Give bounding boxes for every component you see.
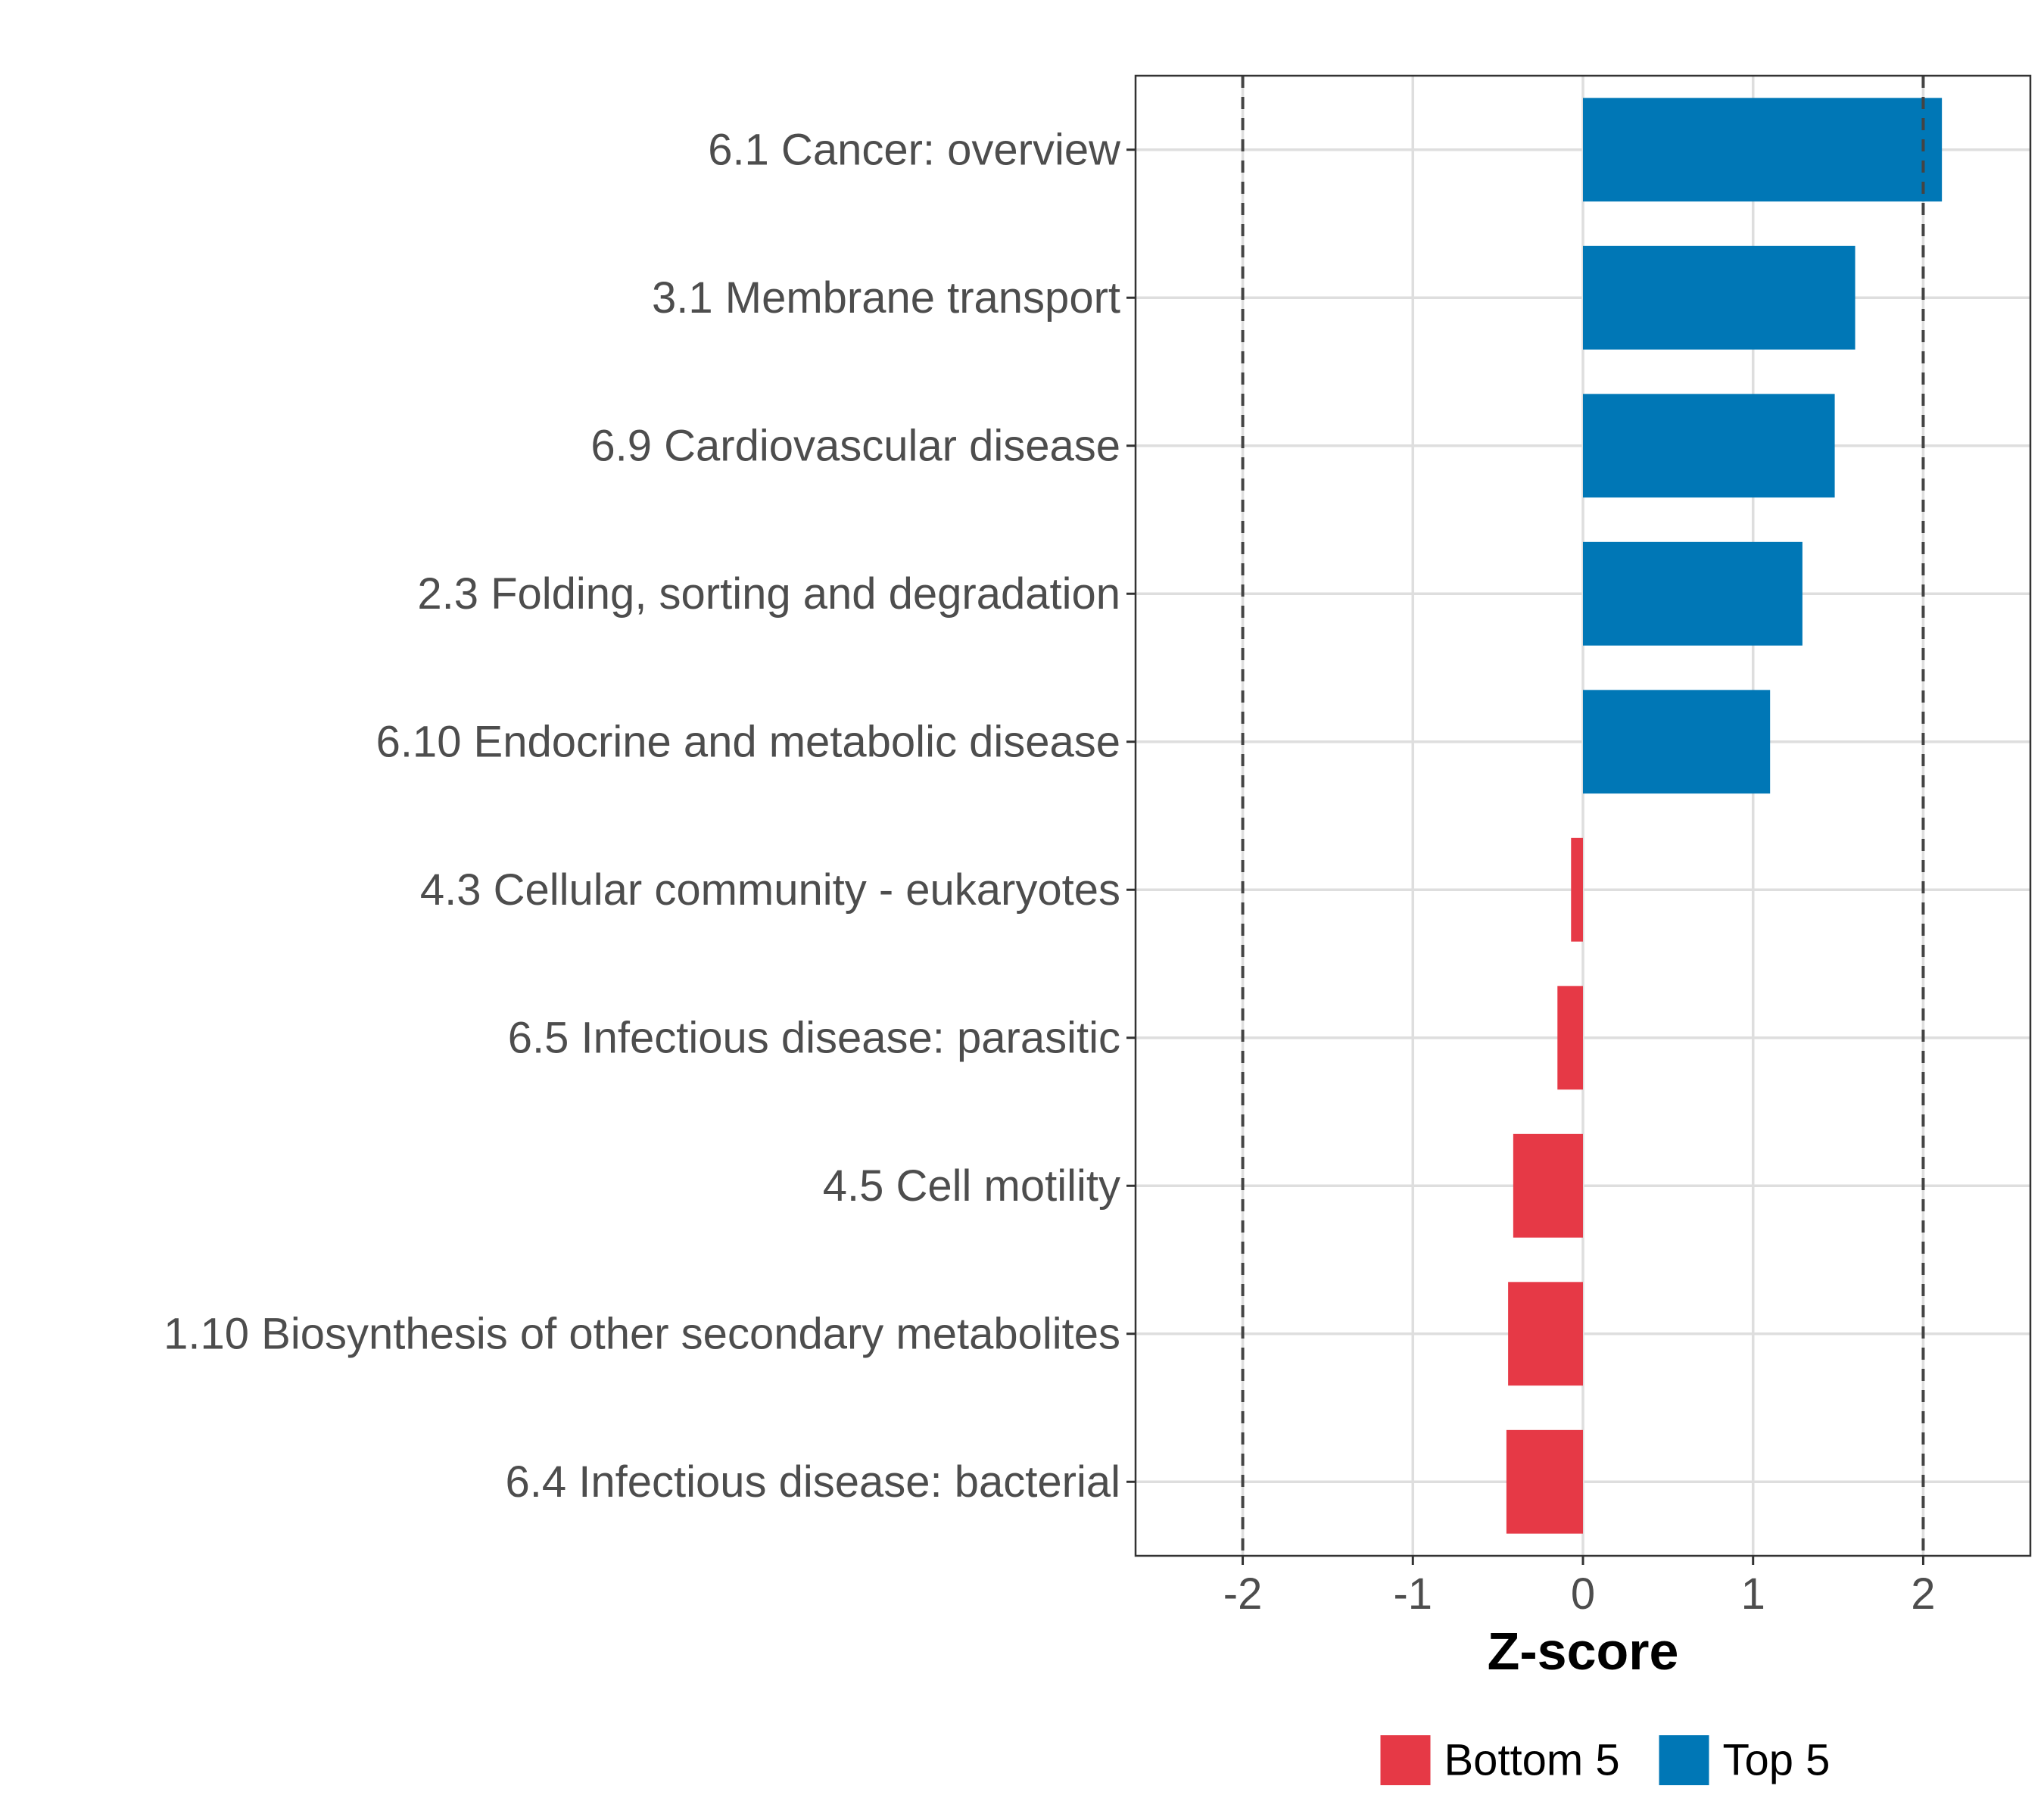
bar-10 [1506, 1429, 1583, 1534]
category-label: 4.5 Cell motility [823, 1161, 1120, 1211]
bar-8 [1513, 1133, 1583, 1238]
category-label: 6.4 Infectious disease: bacterial [506, 1457, 1120, 1507]
bar-3 [1583, 394, 1835, 498]
x-axis-ticks: -2 -1 0 1 2 [1223, 1556, 1936, 1619]
legend-key [1380, 1735, 1431, 1785]
legend-key [1659, 1735, 1709, 1785]
category-label: 6.9 Cardiovascular disease [590, 421, 1120, 470]
x-tick-label: 2 [1911, 1569, 1935, 1619]
x-tick-label: -2 [1223, 1569, 1263, 1619]
bars [1506, 98, 1943, 1534]
bar-9 [1508, 1282, 1583, 1386]
category-label: 2.3 Folding, sorting and degradation [417, 569, 1120, 619]
category-label: 3.1 Membrane transport [652, 273, 1120, 323]
category-label: 6.10 Endocrine and metabolic disease [376, 717, 1120, 766]
category-label: 6.5 Infectious disease: parasitic [508, 1013, 1120, 1062]
bar-2 [1583, 245, 1855, 350]
legend-label: Top 5 [1723, 1736, 1831, 1785]
bar-6 [1571, 837, 1583, 942]
x-tick-label: -1 [1393, 1569, 1432, 1619]
bar-7 [1557, 986, 1583, 1090]
x-axis-title: Z-score [1488, 1622, 1679, 1681]
category-label: 6.1 Cancer: overview [708, 125, 1121, 174]
legend: Bottom 5 Top 5 [1380, 1735, 1831, 1785]
category-label: 4.3 Cellular community - eukaryotes [420, 865, 1120, 915]
category-label: 1.10 Biosynthesis of other secondary met… [164, 1309, 1120, 1358]
y-axis-ticks: 6.1 Cancer: overview 3.1 Membrane transpo… [164, 125, 1136, 1507]
bar-1 [1583, 98, 1943, 202]
bar-4 [1583, 541, 1803, 646]
bar-5 [1583, 690, 1771, 794]
legend-label: Bottom 5 [1444, 1736, 1620, 1785]
reference-lines [1241, 76, 1925, 1556]
x-tick-label: 0 [1571, 1569, 1595, 1619]
x-tick-label: 1 [1741, 1569, 1765, 1619]
